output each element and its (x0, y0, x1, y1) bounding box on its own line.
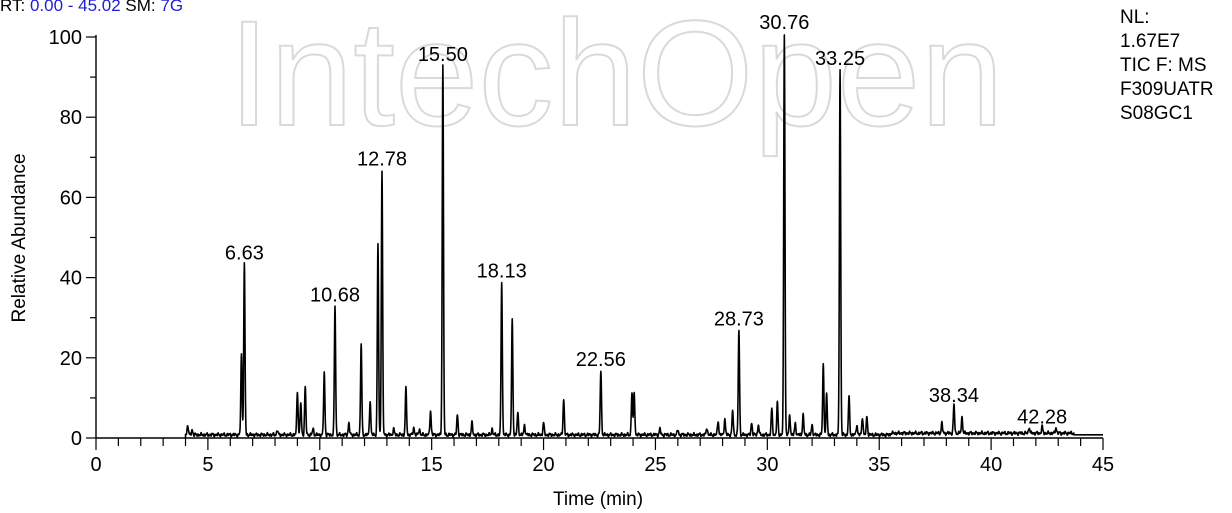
scan-filter: TIC F: MS (1120, 55, 1207, 76)
peak-label: 28.73 (714, 309, 764, 331)
sm-label: SM: (125, 0, 156, 15)
peak-label: 18.13 (477, 261, 527, 283)
x-axis-title: Time (min) (553, 489, 643, 510)
x-tick-label: 35 (868, 454, 890, 476)
rt-range: 0.00 - 45.02 (29, 0, 121, 15)
scan-info: NL: 1.67E7 TIC F: MS F309UATR S08GC1 (1120, 6, 1214, 126)
x-tick-label: 30 (756, 454, 778, 476)
y-tick-label: 40 (60, 268, 82, 290)
peak-label: 22.56 (576, 349, 626, 371)
y-tick-label: 100 (49, 27, 82, 49)
x-tick-label: 5 (202, 454, 213, 476)
file-name-2: S08GC1 (1120, 103, 1193, 124)
ticks: 0 5 10 15 20 25 30 35 40 45 0 20 40 60 80 100 (49, 27, 1115, 476)
y-tick-label: 0 (71, 428, 82, 450)
peak-label: 42.28 (1017, 407, 1067, 429)
y-tick-label: 80 (60, 107, 82, 129)
file-name-1: F309UATR (1120, 79, 1214, 100)
x-tick-label: 25 (644, 454, 666, 476)
run-header: RT: 0.00 - 45.02 SM: 7G (0, 0, 183, 16)
y-tick-label: 20 (60, 348, 82, 370)
nl-label: NL: (1120, 7, 1150, 28)
nl-value: 1.67E7 (1120, 31, 1181, 52)
rt-label: RT: (0, 0, 26, 15)
sm-value: 7G (160, 0, 184, 15)
x-tick-label: 10 (309, 454, 331, 476)
x-tick-label: 40 (980, 454, 1002, 476)
watermark-text: IntechOpen (228, 0, 1004, 157)
peak-label: 38.34 (929, 385, 979, 407)
peak-label: 10.68 (310, 285, 360, 307)
x-tick-label: 45 (1092, 454, 1114, 476)
peak-label: 30.76 (759, 12, 809, 34)
x-tick-label: 20 (532, 454, 554, 476)
peak-label: 33.25 (815, 48, 865, 70)
x-tick-label: 15 (421, 454, 443, 476)
x-tick-label: 0 (90, 454, 101, 476)
peak-label: 6.63 (225, 243, 264, 265)
peak-label: 12.78 (357, 148, 407, 170)
y-axis-title: Relative Abundance (9, 153, 30, 322)
peak-labels: 6.63 10.68 12.78 15.50 18.13 22.56 28.73 30.76 3… (225, 12, 1067, 429)
axes (95, 35, 1103, 439)
y-tick-label: 60 (60, 187, 82, 209)
chromatogram-trace (184, 34, 1103, 439)
peak-label: 15.50 (418, 44, 468, 66)
